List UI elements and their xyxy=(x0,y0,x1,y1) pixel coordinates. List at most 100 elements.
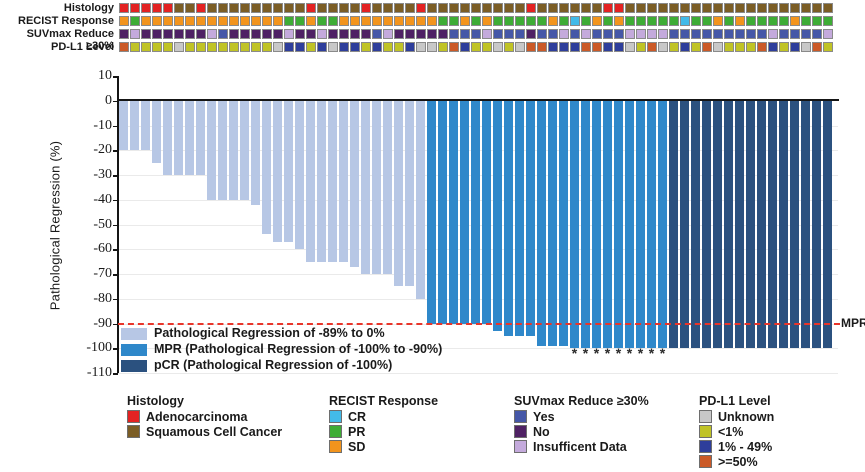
annotation-cell-no xyxy=(152,29,162,39)
annotation-cell-pr xyxy=(757,16,767,26)
significance-asterisk: * xyxy=(659,345,666,361)
y-axis-tick-label: -100 xyxy=(86,340,112,356)
significance-asterisk: * xyxy=(648,345,655,361)
significance-asterisk: * xyxy=(571,345,578,361)
annotation-cell-no xyxy=(405,29,415,39)
annotation-cell-pr xyxy=(504,16,514,26)
annotation-cell-yes xyxy=(680,29,690,39)
legend-item-label: 1% - 49% xyxy=(718,440,773,454)
annotation-cell--1- xyxy=(779,42,789,52)
annotation-cell-yes xyxy=(493,29,503,39)
annotation-cell-squamous-cell-cancer xyxy=(185,3,195,13)
annotation-cell--1- xyxy=(735,42,745,52)
legend-item-label: <1% xyxy=(718,425,744,439)
annotation-cell-squamous-cell-cancer xyxy=(812,3,822,13)
bar-pcr xyxy=(790,100,799,349)
annotation-cell-no xyxy=(350,29,360,39)
bar-mpr xyxy=(548,100,557,346)
annotation-cell--1- xyxy=(724,42,734,52)
bar-regression xyxy=(119,100,128,151)
significance-asterisk: * xyxy=(626,345,633,361)
annotation-cell--1- xyxy=(207,42,217,52)
annotation-cell--1- xyxy=(669,42,679,52)
bar-pcr xyxy=(702,100,711,349)
bar-mpr xyxy=(636,100,645,349)
annotation-cell-unknown xyxy=(713,42,723,52)
y-axis-tick xyxy=(113,100,118,103)
annotation-cell-pr xyxy=(658,16,668,26)
annotation-cell-pr xyxy=(779,16,789,26)
annotation-cell--1- xyxy=(251,42,261,52)
legend-swatch-no xyxy=(514,425,527,438)
annotation-cell-squamous-cell-cancer xyxy=(174,3,184,13)
bar-regression xyxy=(174,100,183,175)
annotation-cell-no xyxy=(273,29,283,39)
bar-mpr xyxy=(493,100,502,331)
annotation-cell-1-49- xyxy=(460,42,470,52)
annotation-cell-adenocarcinoma xyxy=(306,3,316,13)
annotation-cell-insufficent-data xyxy=(482,29,492,39)
annotation-cell-pr xyxy=(625,16,635,26)
annotation-cell-squamous-cell-cancer xyxy=(317,3,327,13)
annotation-cell-pr xyxy=(636,16,646,26)
annotation-cell-1-49- xyxy=(768,42,778,52)
bar-regression xyxy=(328,100,337,262)
legend-swatch--50- xyxy=(699,455,712,468)
bar-pcr xyxy=(669,100,678,349)
annotation-cell-yes xyxy=(691,29,701,39)
bar-mpr xyxy=(581,100,590,349)
annotation-cell-sd xyxy=(262,16,272,26)
bar-pcr xyxy=(768,100,777,349)
annotation-cell-insufficent-data xyxy=(658,29,668,39)
annotation-track-label: SUVmax Reduce ≥30% xyxy=(26,28,114,52)
annotation-cell--1- xyxy=(691,42,701,52)
bar-regression xyxy=(207,100,216,200)
annotation-cell-pr xyxy=(812,16,822,26)
annotation-cell-yes xyxy=(801,29,811,39)
annotation-cell-pr xyxy=(284,16,294,26)
annotation-cell-1-49- xyxy=(570,42,580,52)
legend-swatch-unknown xyxy=(699,410,712,423)
annotation-cell-yes xyxy=(702,29,712,39)
annotation-cell-cr xyxy=(680,16,690,26)
annotation-cell-insufficent-data xyxy=(130,29,140,39)
bar-regression xyxy=(339,100,348,262)
bar-mpr xyxy=(427,100,436,324)
annotation-cell--1- xyxy=(823,42,833,52)
annotation-cell-sd xyxy=(174,16,184,26)
annotation-cell-sd xyxy=(427,16,437,26)
y-axis-tick xyxy=(113,348,118,350)
bar-regression xyxy=(141,100,150,151)
annotation-track-label: PD-L1 Level xyxy=(51,41,114,53)
y-axis-line xyxy=(117,76,119,373)
annotation-cell-no xyxy=(416,29,426,39)
y-axis-tick-label: -110 xyxy=(86,365,112,380)
annotation-cell-sd xyxy=(482,16,492,26)
bar-mpr xyxy=(647,100,656,349)
bar-regression xyxy=(361,100,370,274)
y-axis-tick-label: -10 xyxy=(93,117,112,133)
annotation-cell-no xyxy=(251,29,261,39)
legend-swatch-cr xyxy=(329,410,342,423)
annotation-cell-squamous-cell-cancer xyxy=(779,3,789,13)
bar-mpr xyxy=(515,100,524,336)
plot-legend-row: pCR (Pathological Regression of -100%) xyxy=(121,359,501,372)
annotation-cell--1- xyxy=(152,42,162,52)
bar-regression xyxy=(372,100,381,274)
bar-regression xyxy=(416,100,425,299)
legend-swatch-sd xyxy=(329,440,342,453)
annotation-cell-pr xyxy=(746,16,756,26)
bar-regression xyxy=(130,100,139,151)
y-axis-tick xyxy=(113,224,118,226)
bar-mpr xyxy=(658,100,667,349)
annotation-cell--50- xyxy=(647,42,657,52)
legend-item-label: Unknown xyxy=(718,410,775,424)
annotation-cell--1- xyxy=(185,42,195,52)
annotation-cell-squamous-cell-cancer xyxy=(691,3,701,13)
y-axis-tick-label: -40 xyxy=(93,191,112,207)
annotation-cell-pr xyxy=(515,16,525,26)
annotation-cell-yes xyxy=(724,29,734,39)
y-axis-tick-label: -80 xyxy=(93,290,112,306)
annotation-cell-yes xyxy=(592,29,602,39)
annotation-track-label: RECIST Response xyxy=(18,15,114,27)
